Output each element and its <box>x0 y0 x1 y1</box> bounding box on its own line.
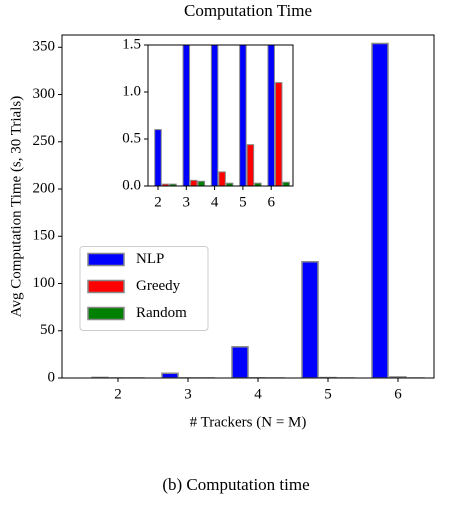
x-tick-label: 4 <box>211 194 219 210</box>
bar <box>190 179 198 186</box>
caption: (b) Computation time <box>162 475 309 494</box>
y-tick-label: 100 <box>33 275 56 291</box>
x-tick-label: 3 <box>183 194 191 210</box>
bar <box>371 42 389 378</box>
bar <box>274 82 283 186</box>
y-tick-label: 0.5 <box>122 130 141 146</box>
x-tick-label: 6 <box>394 386 402 402</box>
bar <box>246 144 255 186</box>
y-tick-label: 200 <box>33 180 56 196</box>
legend-swatch <box>87 306 125 321</box>
legend-label: NLP <box>136 251 164 267</box>
legend-swatch <box>87 252 125 267</box>
x-tick-label: 2 <box>114 386 122 402</box>
bar <box>301 261 319 378</box>
bar <box>154 129 162 186</box>
plot-frame <box>147 44 294 187</box>
x-axis-label: # Trackers (N = M) <box>190 414 307 430</box>
x-tick-label: 5 <box>239 194 247 210</box>
plot-frame <box>61 34 435 379</box>
y-tick-label: 50 <box>40 322 55 338</box>
bar <box>231 346 249 378</box>
bar <box>182 45 191 186</box>
y-tick-label: 1.0 <box>122 83 141 99</box>
inset-chart: 0.0 0.5 1.0 1.5 2 3 4 5 6 <box>122 36 294 210</box>
x-tick-label: 4 <box>254 386 262 402</box>
bar <box>197 180 206 186</box>
y-tick-label: 250 <box>33 133 56 149</box>
x-tick-label: 2 <box>154 194 162 210</box>
bar <box>239 45 247 186</box>
y-tick-label: 0.0 <box>122 177 141 193</box>
legend: NLP Greedy Random <box>79 246 209 331</box>
legend-label: Greedy <box>136 278 181 294</box>
bar <box>282 181 290 186</box>
y-tick-label: 150 <box>33 228 56 244</box>
y-axis-label: Avg Computation Time (s, 30 Trials) <box>8 96 24 317</box>
x-tick-label: 3 <box>184 386 192 402</box>
y-tick-label: 0 <box>48 369 56 385</box>
legend-swatch <box>87 279 125 294</box>
bar <box>267 45 275 186</box>
x-tick-label: 5 <box>324 386 332 402</box>
bar <box>210 45 219 186</box>
y-tick-label: 350 <box>33 39 56 55</box>
legend-label: Random <box>136 305 187 321</box>
bar <box>161 372 179 378</box>
x-tick-label: 6 <box>267 194 275 210</box>
bars <box>154 45 290 186</box>
chart-title: Computation Time <box>184 1 312 20</box>
y-tick-label: 300 <box>33 86 56 102</box>
y-tick-label: 1.5 <box>122 36 141 52</box>
bar <box>218 171 226 186</box>
